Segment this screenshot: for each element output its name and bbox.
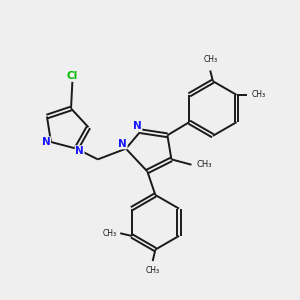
Text: CH₃: CH₃ bbox=[102, 229, 116, 238]
Text: N: N bbox=[118, 139, 127, 149]
Text: N: N bbox=[133, 122, 142, 131]
Text: N: N bbox=[42, 137, 50, 147]
Text: CH₃: CH₃ bbox=[252, 90, 266, 99]
Text: CH₃: CH₃ bbox=[146, 266, 160, 275]
Text: Cl: Cl bbox=[66, 71, 77, 81]
Text: CH₃: CH₃ bbox=[203, 55, 217, 64]
Text: CH₃: CH₃ bbox=[197, 160, 212, 169]
Text: N: N bbox=[75, 146, 84, 156]
